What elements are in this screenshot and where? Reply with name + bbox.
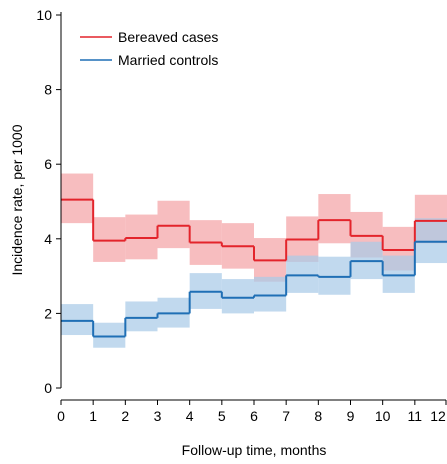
y-tick-label: 2 bbox=[44, 305, 52, 321]
ci-band-bereaved bbox=[157, 200, 190, 249]
ci-band-married bbox=[221, 279, 254, 314]
ci-band-married bbox=[61, 304, 94, 336]
axes bbox=[56, 12, 447, 405]
ci-band-married bbox=[318, 256, 351, 295]
ci-band-married bbox=[254, 276, 287, 312]
ci-band-married bbox=[382, 255, 415, 293]
ci-band-married bbox=[125, 301, 158, 332]
x-tick-label: 9 bbox=[347, 408, 355, 424]
x-tick-label: 7 bbox=[282, 408, 290, 424]
ci-band-married bbox=[286, 255, 319, 293]
ci-band-married bbox=[93, 322, 126, 348]
x-tick-label: 1 bbox=[89, 408, 97, 424]
ci-band-married bbox=[414, 218, 447, 264]
y-axis-title: Incidence rate, per 1000 bbox=[9, 124, 25, 275]
y-tick-label: 0 bbox=[44, 380, 52, 396]
ci-band-bereaved bbox=[318, 194, 351, 244]
y-tick-label: 10 bbox=[36, 7, 52, 23]
y-tick-label: 6 bbox=[44, 156, 52, 172]
y-tick-label: 4 bbox=[44, 231, 52, 247]
x-tick-label: 5 bbox=[218, 408, 226, 424]
legend-label-bereaved: Bereaved cases bbox=[118, 29, 218, 45]
legend: Bereaved cases Married controls bbox=[80, 29, 218, 68]
x-tick-label: 0 bbox=[57, 408, 65, 424]
ci-band-bereaved bbox=[93, 217, 126, 262]
x-tick-label: 8 bbox=[314, 408, 322, 424]
ci-band-bereaved bbox=[61, 173, 94, 224]
x-tick-label: 11 bbox=[408, 408, 423, 424]
x-tick-label: 3 bbox=[154, 408, 162, 424]
ci-band-bereaved bbox=[125, 214, 158, 260]
x-tick-label: 6 bbox=[250, 408, 258, 424]
series-lines bbox=[61, 198, 447, 338]
x-tick-label: 2 bbox=[121, 408, 129, 424]
x-tick-label: 12 bbox=[430, 408, 446, 424]
x-tick-label: 4 bbox=[186, 408, 194, 424]
x-axis-title: Follow-up time, months bbox=[182, 442, 327, 458]
y-tick-label: 8 bbox=[44, 82, 52, 98]
legend-label-married: Married controls bbox=[118, 52, 218, 68]
x-tick-label: 10 bbox=[375, 408, 391, 424]
